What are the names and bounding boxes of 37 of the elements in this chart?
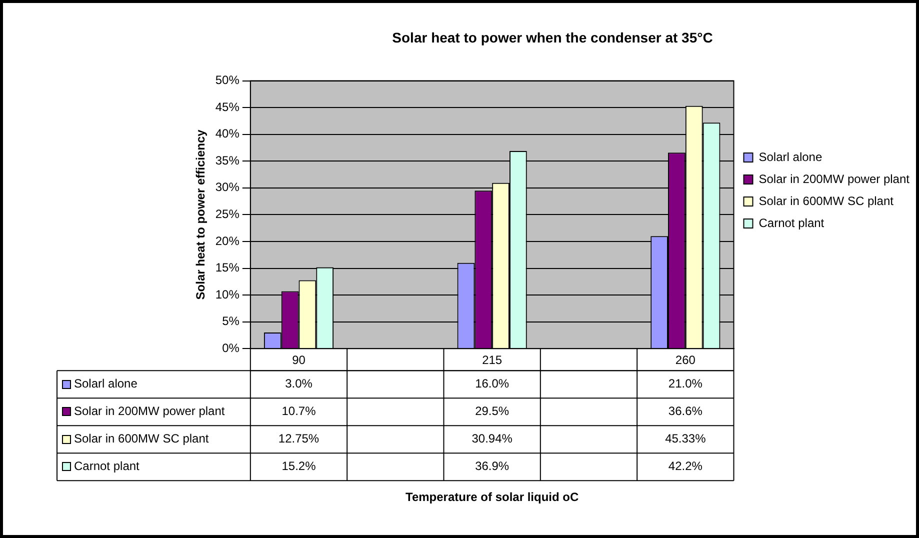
text: Solar in 200MW power plant bbox=[74, 404, 225, 418]
data-label: 21.0% bbox=[668, 376, 703, 391]
data-label: 12.75% bbox=[278, 432, 320, 446]
text: Carnot plant bbox=[74, 459, 140, 474]
x-tick-label: 90 bbox=[292, 353, 306, 368]
data-label: 15.2% bbox=[282, 459, 316, 474]
text: Temperature of solar liquid oC bbox=[406, 490, 579, 504]
data-label: 3.0% bbox=[285, 376, 313, 391]
legend-label: Solar in 200MW power plant bbox=[758, 172, 910, 186]
legend-label: Solar in 600MW SC plant bbox=[758, 194, 894, 208]
text: Solar in 600MW SC plant bbox=[74, 432, 209, 446]
y-axis-title: Solar heat to power efficiency bbox=[194, 129, 208, 300]
y-tick-label: 15% bbox=[215, 260, 240, 275]
data-label: 16.0% bbox=[475, 376, 510, 391]
data-label: 42.2% bbox=[668, 459, 703, 474]
y-tick-label: 20% bbox=[215, 234, 240, 248]
y-tick-label: 45% bbox=[215, 100, 240, 114]
data-label: 45.33% bbox=[665, 432, 706, 446]
x-tick-label: 215 bbox=[482, 353, 502, 368]
data-label: 36.6% bbox=[668, 404, 703, 418]
chart-title: Solar heat to power when the condenser at 35°C bbox=[392, 29, 713, 46]
y-tick-label: 40% bbox=[215, 126, 240, 141]
text: Solarl alone bbox=[74, 376, 138, 391]
y-tick-label: 25% bbox=[215, 207, 240, 222]
y-tick-label: 5% bbox=[222, 314, 240, 328]
y-tick-label: 35% bbox=[215, 153, 240, 168]
data-label: 30.94% bbox=[472, 432, 513, 446]
data-label: 36.9% bbox=[475, 459, 510, 474]
legend-label: Solarl alone bbox=[758, 150, 822, 164]
legend-label: Carnot plant bbox=[758, 216, 825, 230]
x-tick-label: 260 bbox=[675, 353, 696, 368]
y-tick-label: 0% bbox=[222, 340, 240, 355]
y-tick-label: 10% bbox=[215, 287, 240, 302]
data-label: 29.5% bbox=[475, 404, 510, 418]
y-tick-label: 50% bbox=[215, 73, 240, 88]
y-tick-label: 30% bbox=[215, 180, 240, 194]
data-label: 10.7% bbox=[282, 404, 316, 418]
